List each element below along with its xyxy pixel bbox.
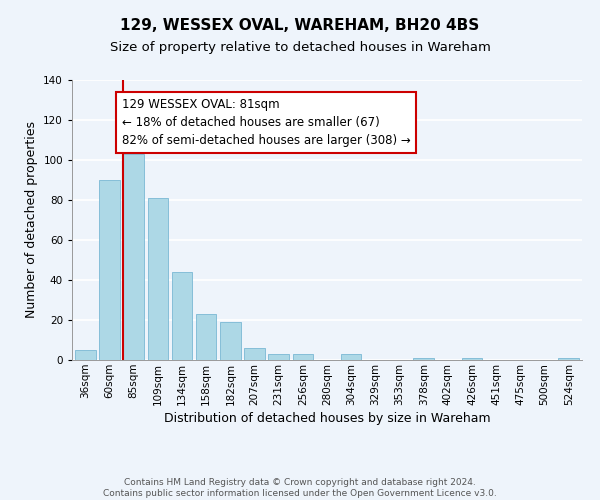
Bar bbox=[75, 350, 95, 360]
Bar bbox=[172, 272, 192, 360]
Text: 129 WESSEX OVAL: 81sqm
← 18% of detached houses are smaller (67)
82% of semi-det: 129 WESSEX OVAL: 81sqm ← 18% of detached… bbox=[122, 98, 410, 147]
Bar bbox=[196, 314, 217, 360]
X-axis label: Distribution of detached houses by size in Wareham: Distribution of detached houses by size … bbox=[164, 412, 490, 425]
Text: Size of property relative to detached houses in Wareham: Size of property relative to detached ho… bbox=[110, 41, 490, 54]
Bar bbox=[413, 358, 434, 360]
Bar bbox=[99, 180, 120, 360]
Bar bbox=[148, 198, 168, 360]
Bar bbox=[124, 154, 144, 360]
Bar bbox=[293, 354, 313, 360]
Text: 129, WESSEX OVAL, WAREHAM, BH20 4BS: 129, WESSEX OVAL, WAREHAM, BH20 4BS bbox=[121, 18, 479, 32]
Bar bbox=[462, 358, 482, 360]
Y-axis label: Number of detached properties: Number of detached properties bbox=[25, 122, 38, 318]
Bar bbox=[341, 354, 361, 360]
Bar bbox=[244, 348, 265, 360]
Bar bbox=[268, 354, 289, 360]
Bar bbox=[220, 322, 241, 360]
Bar bbox=[559, 358, 579, 360]
Text: Contains HM Land Registry data © Crown copyright and database right 2024.
Contai: Contains HM Land Registry data © Crown c… bbox=[103, 478, 497, 498]
